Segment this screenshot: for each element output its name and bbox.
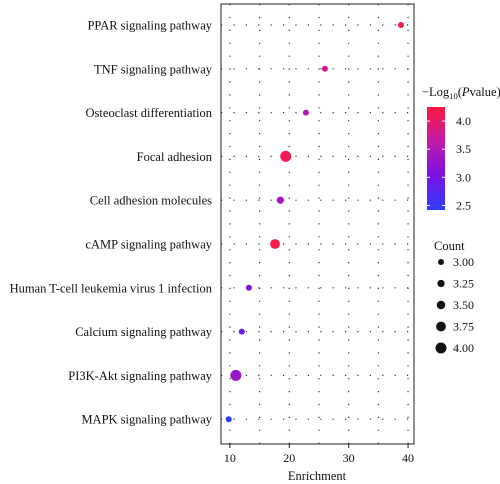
color-bar-tick-label: 3.5	[456, 142, 471, 156]
size-legend-label: 3.50	[453, 298, 474, 312]
category-label: Calcium signaling pathway	[75, 325, 213, 339]
x-tick-label: 30	[343, 451, 355, 465]
x-tick-label: 20	[283, 451, 295, 465]
size-legend-dot	[438, 259, 444, 265]
size-legend: Count 3.00 3.25 3.50 3.75 4.00	[434, 239, 474, 355]
size-legend-label: 3.25	[453, 277, 474, 291]
color-legend-title-italic: P	[461, 85, 470, 99]
data-point	[276, 196, 285, 204]
color-bar-tick-label: 2.5	[456, 198, 471, 212]
color-bar-tick-label: 4.0	[456, 114, 471, 128]
size-legend-label: 3.00	[453, 255, 474, 269]
data-point	[397, 22, 404, 28]
color-bar-tick-label: 3.0	[456, 170, 471, 184]
color-legend-title: −Log10(Pvalue)	[422, 85, 500, 101]
data-point	[270, 239, 280, 249]
size-legend-dot	[437, 279, 445, 288]
data-point	[302, 109, 309, 116]
size-legend-label: 3.75	[453, 320, 474, 334]
data-point	[238, 328, 245, 335]
size-legend-title: Count	[434, 239, 465, 253]
grid-layer	[221, 4, 414, 444]
category-label: Human T-cell leukemia virus 1 infection	[10, 281, 213, 295]
category-label: PPAR signaling pathway	[87, 19, 212, 33]
x-axis-ticks: 10 20 30 40	[224, 444, 414, 465]
category-label: PI3K-Akt signaling pathway	[68, 369, 212, 383]
plot-frame	[220, 3, 415, 445]
color-bar-ticks: 2.5 3.0 3.5 4.0	[427, 114, 471, 212]
category-label: Focal adhesion	[137, 150, 213, 164]
x-tick-label: 10	[224, 451, 236, 465]
category-label: Osteoclast differentiation	[86, 106, 213, 120]
category-label: Cell adhesion molecules	[90, 194, 212, 208]
size-legend-items: 3.00 3.25 3.50 3.75 4.00	[435, 255, 474, 355]
size-legend-dot	[436, 321, 446, 332]
data-point	[321, 65, 328, 72]
color-bar	[427, 107, 445, 210]
color-legend: −Log10(Pvalue) 2.5 3.0 3.5 4.0	[422, 85, 500, 212]
category-label: TNF signaling pathway	[94, 62, 213, 76]
color-legend-title-subscript: 10	[449, 91, 458, 101]
data-points	[225, 22, 404, 423]
color-legend-title-open: (	[458, 85, 462, 99]
category-label: MAPK signaling pathway	[81, 413, 212, 427]
size-legend-label: 4.00	[453, 341, 474, 355]
data-point	[245, 284, 252, 291]
data-point	[225, 416, 232, 423]
color-legend-title-rest: value)	[470, 85, 500, 99]
category-label: cAMP signaling pathway	[85, 238, 212, 252]
data-point	[230, 369, 242, 381]
category-labels: PPAR signaling pathway TNF signaling path…	[10, 19, 213, 427]
x-tick-label: 40	[402, 451, 414, 465]
size-legend-dot	[435, 342, 447, 354]
data-point	[280, 150, 292, 162]
color-legend-title-prefix: −Log	[422, 85, 450, 99]
x-axis-title: Enrichment	[288, 469, 347, 483]
size-legend-dot	[436, 300, 446, 310]
